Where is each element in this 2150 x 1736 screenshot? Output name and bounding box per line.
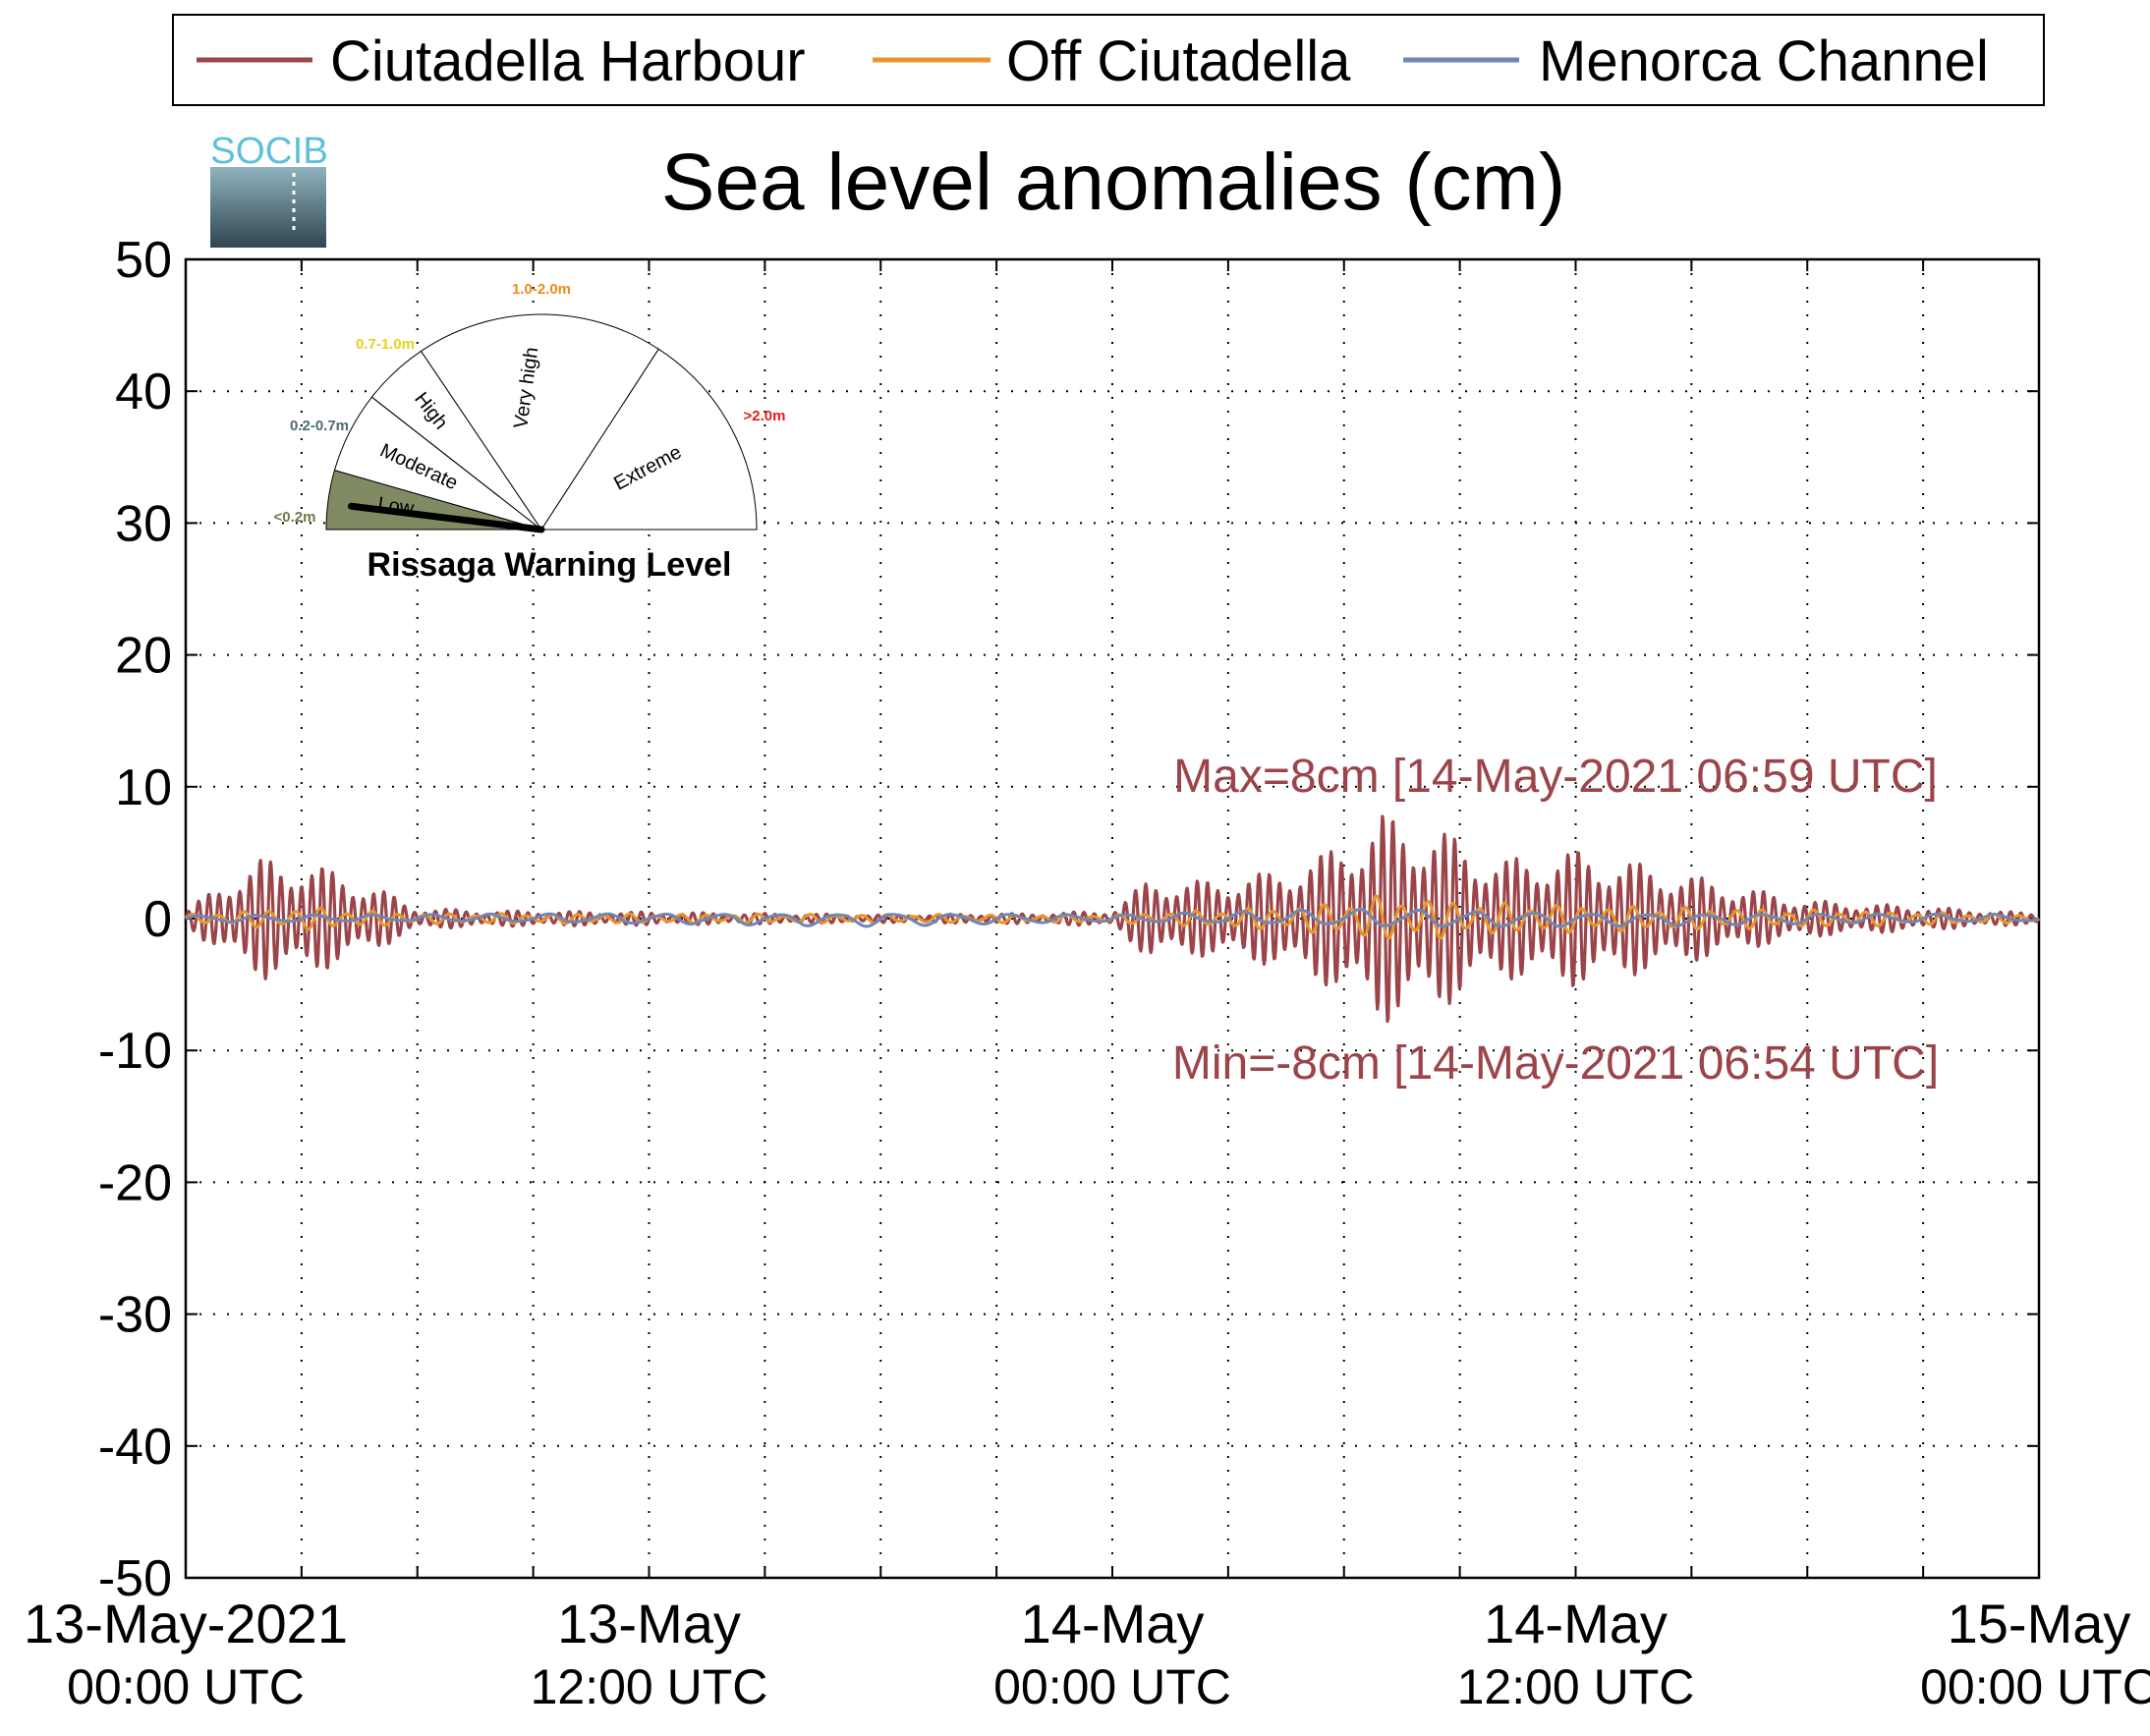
series-lines (184, 814, 2041, 1024)
y-tick-label: 10 (115, 759, 172, 816)
y-axis: 50 40 30 20 10 0 -10 -20 -30 -40 -50 (98, 232, 2039, 1607)
y-tick-label: -10 (98, 1023, 172, 1080)
legend-label-menorca-channel: Menorca Channel (1539, 29, 1989, 93)
y-tick-label: -50 (98, 1550, 172, 1607)
x-tick-label: 14-May (1484, 1593, 1668, 1654)
logo-block (210, 167, 326, 248)
legend-label-ciutadella-harbour: Ciutadella Harbour (330, 29, 806, 93)
x-tick-sublabel: 00:00 UTC (1920, 1659, 2150, 1714)
x-tick-sublabel: 00:00 UTC (67, 1659, 305, 1714)
x-tick-label: 15-May (1948, 1593, 2131, 1654)
y-tick-label: 40 (115, 364, 172, 420)
max-annotation: Max=8cm [14-May-2021 06:59 UTC] (1173, 751, 1938, 803)
series-line-menorca-channel (185, 908, 2040, 928)
x-tick-label: 13-May-2021 (24, 1593, 348, 1654)
y-tick-label: 50 (115, 232, 172, 289)
y-tick-label: -30 (98, 1287, 172, 1344)
gauge-title: Rissaga Warning Level (368, 546, 732, 584)
gauge-needle (347, 502, 545, 533)
x-tick-sublabel: 00:00 UTC (993, 1659, 1231, 1714)
legend-frame (172, 14, 2045, 106)
gauge-sector-extreme (540, 348, 758, 531)
x-tick-sublabel: 12:00 UTC (531, 1659, 768, 1714)
y-tick-label: 0 (143, 891, 172, 948)
gauge-range-label: <0.2m (274, 509, 316, 526)
y-tick-label: 20 (115, 628, 172, 685)
socib-logo: SOCIB (210, 131, 328, 248)
gauge-range-label: >2.0m (744, 408, 786, 424)
y-tick-label: 30 (115, 495, 172, 552)
logo-text: SOCIB (210, 131, 328, 172)
gauge-range-label: 0.2-0.7m (290, 418, 349, 434)
y-tick-label: -40 (98, 1419, 172, 1476)
y-tick-label: -20 (98, 1154, 172, 1211)
x-tick-sublabel: 12:00 UTC (1457, 1659, 1695, 1714)
chart-title: Sea level anomalies (cm) (661, 138, 1566, 227)
gauge-range-label: 0.7-1.0m (356, 336, 415, 353)
gauge-sector-very-high (420, 313, 659, 531)
x-tick-label: 14-May (1021, 1593, 1205, 1654)
x-tick-label: 13-May (557, 1593, 741, 1654)
min-annotation: Min=-8cm [14-May-2021 06:54 UTC] (1172, 1037, 1939, 1090)
gauge-range-label: 1.0-2.0m (512, 281, 571, 298)
legend: Ciutadella Harbour Off Ciutadella Menorc… (172, 14, 2045, 106)
legend-label-off-ciutadella: Off Ciutadella (1006, 29, 1351, 93)
